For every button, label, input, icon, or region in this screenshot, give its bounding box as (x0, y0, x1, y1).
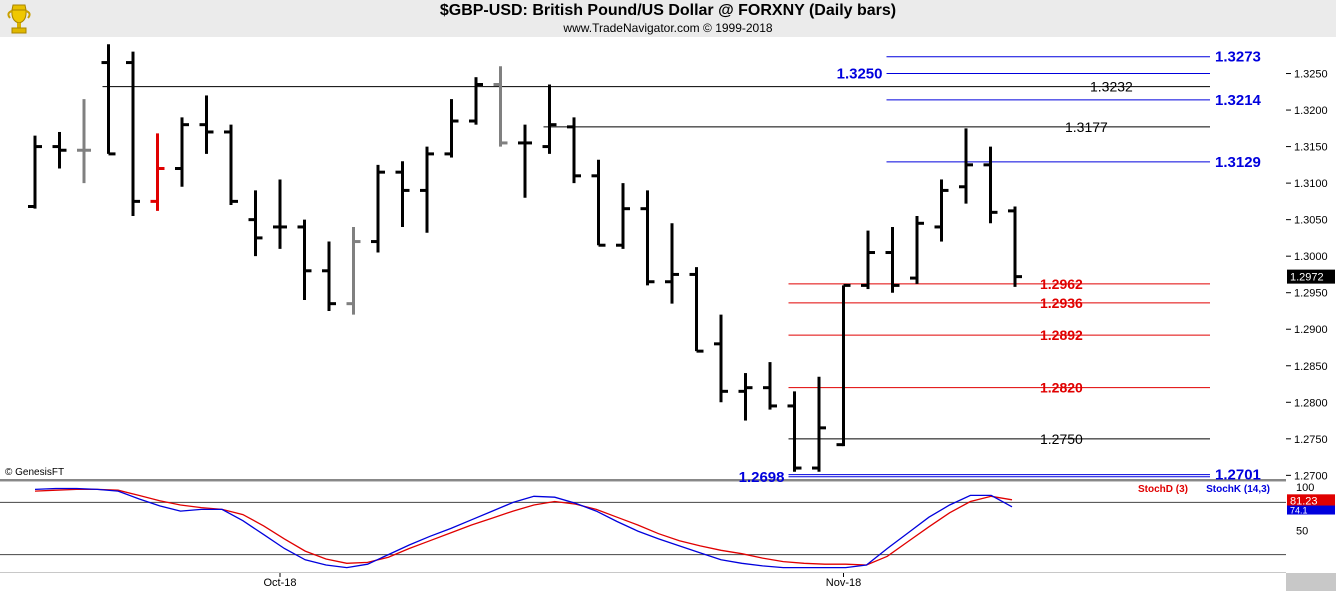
level-label-12: 1.2698 (739, 469, 785, 486)
stochd-value-label: 81.23 (1290, 495, 1318, 507)
price-axis (1286, 37, 1336, 573)
stochk-value-box (1287, 505, 1335, 515)
last-price-label: 1.2972 (1290, 272, 1324, 284)
price-panel[interactable] (0, 37, 1286, 479)
stoch-tick-label-1: 50 (1296, 526, 1308, 538)
last-price-box (1287, 269, 1335, 284)
trophy-icon (7, 4, 31, 34)
level-label-1: 1.3250 (837, 66, 883, 83)
legend-stochk: StochK (14,3) (1206, 484, 1270, 495)
price-tick-label-4: 1.3050 (1294, 215, 1328, 227)
copyright-text: © GenesisFT (5, 467, 65, 478)
price-tick-label-3: 1.3100 (1294, 178, 1328, 190)
price-tick-label-6: 1.2950 (1294, 288, 1328, 300)
price-tick-label-11: 1.2700 (1294, 470, 1328, 482)
stochd-value-box (1287, 494, 1335, 507)
level-label-11: 1.2701 (1215, 467, 1261, 484)
legend-stochd: StochD (3) (1138, 484, 1188, 495)
level-label-9: 1.2820 (1040, 380, 1083, 396)
level-label-5: 1.3129 (1215, 154, 1261, 171)
level-label-3: 1.3214 (1215, 92, 1262, 109)
chart-subtitle: www.TradeNavigator.com © 1999-2018 (563, 21, 773, 35)
level-label-7: 1.2936 (1040, 295, 1083, 311)
price-tick-label-2: 1.3150 (1294, 142, 1328, 154)
stoch-series-line-0 (34, 488, 1013, 566)
level-label-8: 1.2892 (1040, 327, 1083, 343)
level-label-0: 1.3273 (1215, 49, 1261, 66)
stoch-series-line-1 (34, 487, 1013, 569)
chart-title: $GBP-USD: British Pound/US Dollar @ FORX… (439, 2, 897, 19)
date-tick-label-0: Oct-18 (263, 577, 296, 589)
date-tick-label-1: Nov-18 (826, 577, 861, 589)
level-label-4: 1.3177 (1065, 119, 1108, 135)
level-label-2: 1.3232 (1090, 79, 1133, 95)
level-label-6: 1.2962 (1040, 276, 1083, 292)
stoch-tick-label-0: 100 (1296, 482, 1314, 494)
price-tick-label-0: 1.3250 (1294, 69, 1328, 81)
date-axis (0, 573, 1286, 591)
price-tick-label-1: 1.3200 (1294, 105, 1328, 117)
price-tick-label-5: 1.3000 (1294, 251, 1328, 263)
price-tick-label-8: 1.2850 (1294, 361, 1328, 373)
price-tick-label-9: 1.2800 (1294, 397, 1328, 409)
level-label-10: 1.2750 (1040, 431, 1083, 447)
title-bar (0, 0, 1336, 37)
price-tick-label-7: 1.2900 (1294, 324, 1328, 336)
price-tick-label-10: 1.2750 (1294, 434, 1328, 446)
stochk-value-label: 74.1 (1290, 506, 1308, 516)
